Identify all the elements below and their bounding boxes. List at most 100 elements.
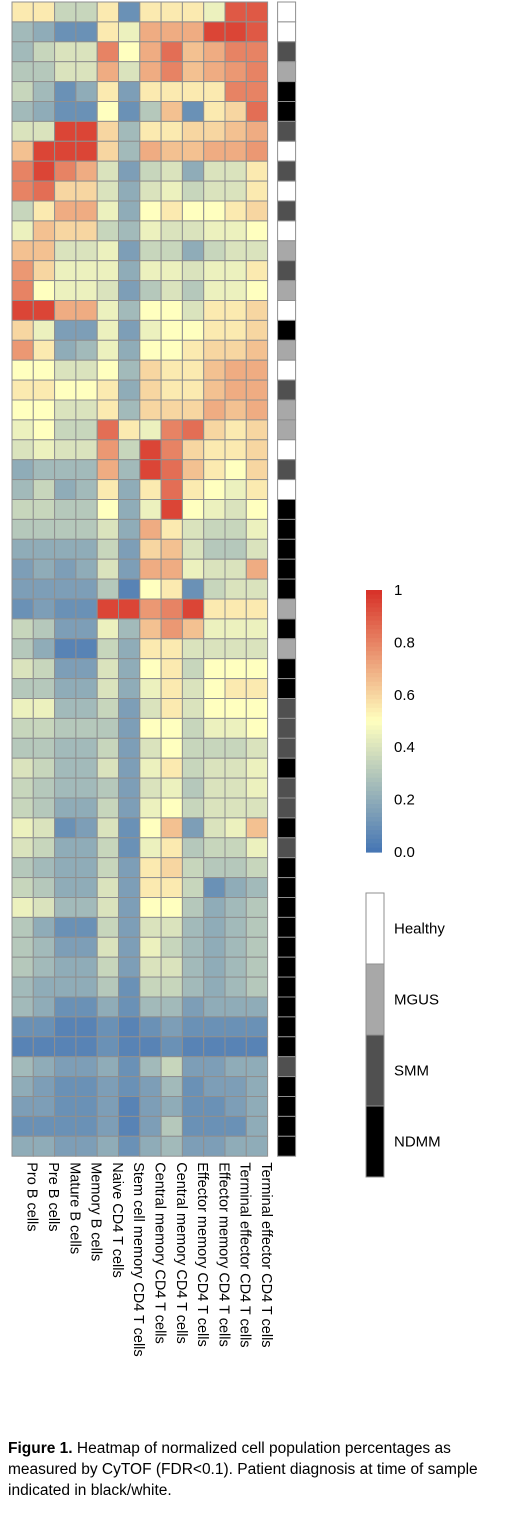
heatmap-cell [118, 797, 141, 819]
heatmap-cell [160, 439, 183, 461]
heatmap-cell [224, 638, 247, 660]
heatmap-cell [32, 837, 56, 859]
heatmap-cell [32, 160, 56, 182]
heatmap-cell [224, 1, 247, 23]
heatmap-cell [203, 140, 226, 162]
column-label: Memory B cells [88, 1162, 104, 1261]
heatmap-cell [54, 300, 77, 321]
heatmap-cell [224, 120, 247, 142]
heatmap-cell [32, 916, 56, 938]
color-bar-segment [366, 629, 382, 635]
heatmap-cell [224, 618, 247, 640]
heatmap-cell [75, 21, 98, 43]
heatmap-cell [75, 499, 98, 520]
heatmap-cell [224, 717, 247, 739]
heatmap-cell [160, 1076, 183, 1097]
heatmap-cell [11, 1036, 34, 1058]
heatmap-cell [245, 240, 269, 262]
heatmap-cell [160, 1135, 183, 1157]
heatmap-cell [118, 538, 141, 560]
heatmap-cell [139, 120, 162, 142]
heatmap-cell [118, 459, 141, 481]
heatmap-cell [224, 916, 247, 938]
heatmap-cell [118, 578, 141, 600]
heatmap-cell [203, 240, 226, 262]
color-bar-segment [366, 672, 382, 678]
heatmap-cell [203, 1056, 226, 1078]
heatmap-cell [11, 857, 34, 879]
heatmap-cell [160, 618, 183, 640]
heatmap-cell [54, 499, 77, 520]
heatmap-cell [11, 578, 34, 600]
heatmap-cell [160, 300, 183, 321]
heatmap-cell [203, 1, 226, 23]
heatmap-cell [224, 21, 247, 43]
heatmap-cell [75, 897, 98, 918]
heatmap-cell [203, 698, 226, 719]
color-bar-segment [366, 808, 382, 814]
heatmap-cell [224, 260, 247, 282]
heatmap-cell [160, 160, 183, 182]
heatmap-cell [203, 300, 226, 321]
heatmap-cell [139, 837, 162, 859]
heatmap-cell [32, 877, 56, 898]
heatmap-cell [118, 1115, 141, 1137]
heatmap-cell [224, 101, 247, 122]
heatmap-cell [96, 180, 119, 202]
heatmap-cell [32, 956, 56, 978]
heatmap-cell [160, 1, 183, 23]
diagnosis-cell [277, 439, 297, 461]
heatmap-cell [160, 260, 183, 282]
heatmap-cell [11, 797, 34, 819]
diagnosis-cell [277, 160, 297, 182]
heatmap-cell [75, 797, 98, 819]
heatmap-cell [224, 877, 247, 898]
color-bar-segment [366, 646, 382, 652]
heatmap-cell [139, 518, 162, 540]
heatmap-cell [139, 180, 162, 202]
heatmap-cell [96, 499, 119, 520]
heatmap-cell [203, 399, 226, 421]
heatmap-cell [96, 359, 119, 381]
heatmap-cell [11, 678, 34, 699]
heatmap-cell [139, 777, 162, 799]
diagnosis-cell [277, 1036, 297, 1058]
heatmap-cell [32, 459, 56, 481]
heatmap-cell [75, 379, 98, 401]
color-bar-segment [366, 603, 382, 609]
heatmap-cell [96, 459, 119, 481]
heatmap-cell [160, 1036, 183, 1058]
heatmap-cell [203, 837, 226, 859]
color-bar-segment [366, 620, 382, 626]
heatmap-cell [54, 120, 77, 142]
heatmap-cell [75, 578, 98, 600]
heatmap-cell [32, 439, 56, 461]
column-label: Effector memory CD4 T cells [194, 1162, 210, 1347]
heatmap-cell [118, 339, 141, 361]
heatmap-cells [11, 1, 269, 1157]
heatmap-cell [54, 857, 77, 879]
heatmap-cell [75, 877, 98, 898]
heatmap-cell [139, 598, 162, 620]
heatmap-cell [224, 976, 247, 998]
heatmap-cell [224, 399, 247, 421]
heatmap-cell [139, 1135, 162, 1157]
heatmap-cell [245, 81, 269, 102]
heatmap-cell [160, 479, 183, 501]
heatmap-cell [160, 916, 183, 938]
heatmap-cell [54, 817, 77, 839]
heatmap-cell [160, 857, 183, 879]
diagnosis-cell [277, 180, 297, 202]
color-bar-segment [366, 633, 382, 639]
heatmap-cell [75, 1036, 98, 1058]
heatmap-cell [32, 479, 56, 501]
heatmap-cell [32, 936, 56, 958]
heatmap-cell [75, 339, 98, 361]
heatmap-cell [118, 996, 141, 1018]
heatmap-cell [11, 280, 34, 302]
column-label: Mature B cells [66, 1162, 82, 1254]
diagnosis-cell [277, 578, 297, 600]
heatmap-cell [139, 61, 162, 83]
heatmap-cell [32, 419, 56, 441]
diagnosis-legend-label: SMM [394, 1063, 429, 1080]
